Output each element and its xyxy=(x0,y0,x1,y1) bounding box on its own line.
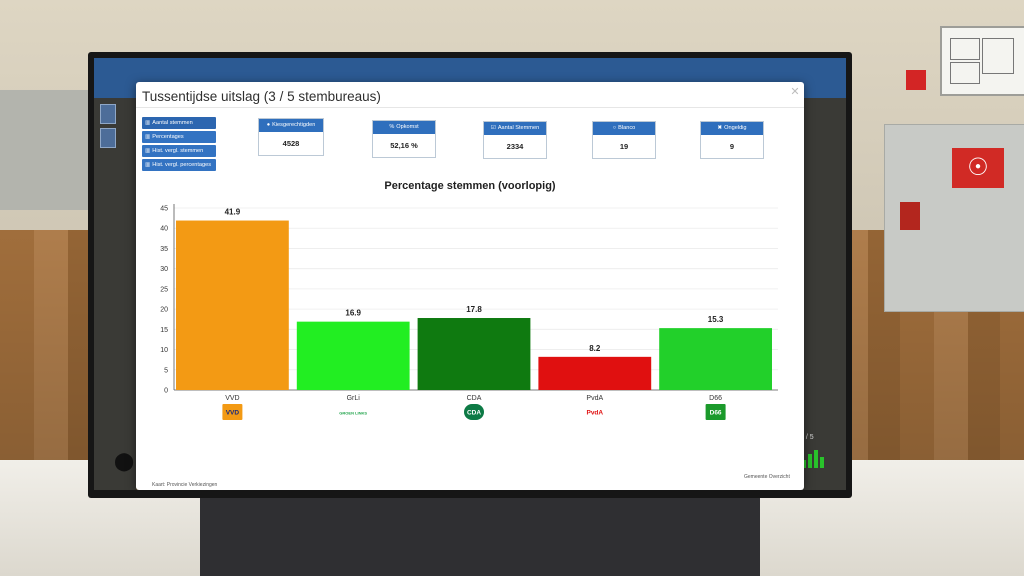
y-tick-label: 30 xyxy=(160,266,168,273)
btn-aantal-stemmen[interactable]: ▥ Aantal stemmen xyxy=(142,117,216,129)
stat-value: 52,16 % xyxy=(390,141,418,150)
stat-value: 19 xyxy=(619,142,629,151)
y-tick-label: 10 xyxy=(160,347,168,354)
btn-percentages[interactable]: ▥ Percentages xyxy=(142,131,216,143)
y-tick-label: 15 xyxy=(160,327,168,334)
chart-icon: ▥ xyxy=(145,148,151,154)
party-logo-vvd-icon xyxy=(222,404,243,420)
percent-icon: % xyxy=(389,124,395,130)
party-logo-text: CDA xyxy=(467,410,481,417)
bar-grli xyxy=(296,321,410,390)
location-pin-icon[interactable]: ⬤ xyxy=(114,451,135,471)
bar-value-label: 17.8 xyxy=(466,305,482,314)
chart-icon: ▥ xyxy=(145,120,151,126)
stat-kiesgerechtigden: ● Kiesgerechtigden 4528 xyxy=(258,118,324,156)
bar-vvd xyxy=(176,220,289,390)
bar-d66 xyxy=(659,328,772,390)
chart-title: Percentage stemmen (voorlopig) xyxy=(384,180,556,192)
x-icon: ✖ xyxy=(717,125,723,131)
y-tick-label: 35 xyxy=(160,246,168,253)
toolbar-button[interactable] xyxy=(100,128,116,148)
bar-value-label: 15.3 xyxy=(708,315,724,324)
btn-hist-vergl-stemmen[interactable]: ▥ Hist. vergl. stemmen xyxy=(142,145,216,157)
left-toolbar xyxy=(94,98,136,490)
y-tick-label: 40 xyxy=(160,226,168,233)
x-tick-label: CDA xyxy=(467,395,482,402)
right-toolbar xyxy=(798,98,846,490)
party-logo-d66-icon xyxy=(705,404,726,420)
right-count: 3 / 5 xyxy=(800,434,814,441)
x-tick-label: GrLi xyxy=(347,395,361,402)
y-tick-label: 0 xyxy=(164,388,168,395)
bar-value-label: 8.2 xyxy=(589,344,601,353)
y-tick-label: 25 xyxy=(160,286,168,293)
monitor-screen: ⬤ 3 / 5 Tussentijdse uitslag (3 / 5 stem… xyxy=(94,58,846,490)
party-logo-cda-icon xyxy=(464,404,484,420)
stat-opkomst: % Opkomst 52,16 % xyxy=(372,120,436,158)
users-icon: ● xyxy=(266,122,271,128)
bar-value-label: 41.9 xyxy=(225,208,241,217)
stat-value: 9 xyxy=(729,142,735,151)
stat-ongeldig: ✖ Ongeldig 9 xyxy=(700,121,764,159)
bar-value-label: 16.9 xyxy=(345,309,361,318)
modal-title: Tussentijdse uitslag (3 / 5 stembureaus) xyxy=(142,89,381,104)
floor-plan-sign xyxy=(940,26,1024,96)
toolbar-button[interactable] xyxy=(100,104,116,124)
results-modal: Tussentijdse uitslag (3 / 5 stembureaus)… xyxy=(136,82,804,490)
wall-panel xyxy=(0,90,90,210)
y-tick-label: 45 xyxy=(160,206,168,213)
chart-icon: ▥ xyxy=(145,134,151,140)
party-logo-text: VVD xyxy=(226,410,240,417)
chart-icon: ▥ xyxy=(145,162,151,168)
party-logo-text: GROEN LINKS xyxy=(339,411,367,416)
x-tick-label: PvdA xyxy=(586,395,603,402)
bar-pvda xyxy=(538,356,652,390)
party-logo-text: D66 xyxy=(710,410,722,417)
checkbox-icon: ☑ xyxy=(490,125,496,131)
party-logo-grli-icon xyxy=(343,404,364,420)
party-logo-text: PvdA xyxy=(586,410,603,417)
stat-value: 2334 xyxy=(506,142,524,151)
monitor-stand xyxy=(200,488,760,576)
close-icon[interactable]: ✕ xyxy=(790,86,800,98)
btn-hist-vergl-percentages[interactable]: ▥ Hist. vergl. percentages xyxy=(142,159,216,171)
y-tick-label: 5 xyxy=(164,367,168,374)
fire-hose-sign-icon: ☉ xyxy=(952,148,1004,188)
stat-aantal-stemmen: ☑ Aantal Stemmen 2334 xyxy=(483,121,547,159)
stat-blanco: ○ Blanco 19 xyxy=(592,121,656,159)
x-tick-label: D66 xyxy=(709,395,722,402)
party-logo-pvda-icon xyxy=(584,404,605,420)
footer-right[interactable]: Gemeente Overzicht xyxy=(744,474,790,480)
stat-value: 4528 xyxy=(282,139,300,148)
circle-icon: ○ xyxy=(612,125,617,131)
footer-left: Kaart: Provincie Verkiezingen xyxy=(152,482,218,488)
bar-chart: 0 5 10 15 20 25 30 35 40 45 41.9 VVD VVD 16.9 GrLi GROE… xyxy=(160,204,778,420)
bar-cda xyxy=(417,318,531,390)
x-tick-label: VVD xyxy=(225,395,239,402)
bar-chart-icon[interactable] xyxy=(802,446,828,468)
y-tick-label: 20 xyxy=(160,307,168,314)
fire-alarm xyxy=(906,70,926,90)
